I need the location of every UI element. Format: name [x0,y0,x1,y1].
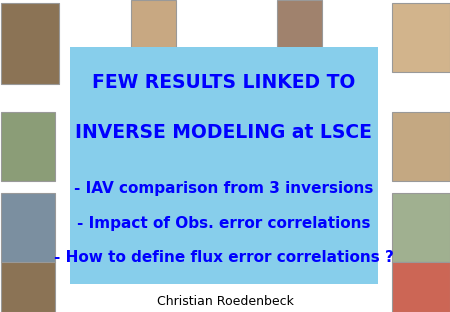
FancyBboxPatch shape [1,3,59,84]
Text: FEW RESULTS LINKED TO: FEW RESULTS LINKED TO [92,73,356,92]
FancyBboxPatch shape [70,47,378,284]
FancyBboxPatch shape [1,112,55,181]
Text: INVERSE MODELING at LSCE: INVERSE MODELING at LSCE [76,123,372,142]
FancyBboxPatch shape [392,112,450,181]
FancyBboxPatch shape [1,193,55,262]
FancyBboxPatch shape [277,0,322,56]
Text: - How to define flux error correlations ?: - How to define flux error correlations … [54,250,394,265]
FancyBboxPatch shape [392,193,450,262]
FancyBboxPatch shape [1,262,55,312]
FancyBboxPatch shape [392,262,450,312]
Text: Christian Roedenbeck: Christian Roedenbeck [157,295,293,308]
Text: - Impact of Obs. error correlations: - Impact of Obs. error correlations [77,216,371,231]
FancyBboxPatch shape [392,3,450,72]
FancyBboxPatch shape [130,0,176,56]
Text: - IAV comparison from 3 inversions: - IAV comparison from 3 inversions [74,181,373,196]
